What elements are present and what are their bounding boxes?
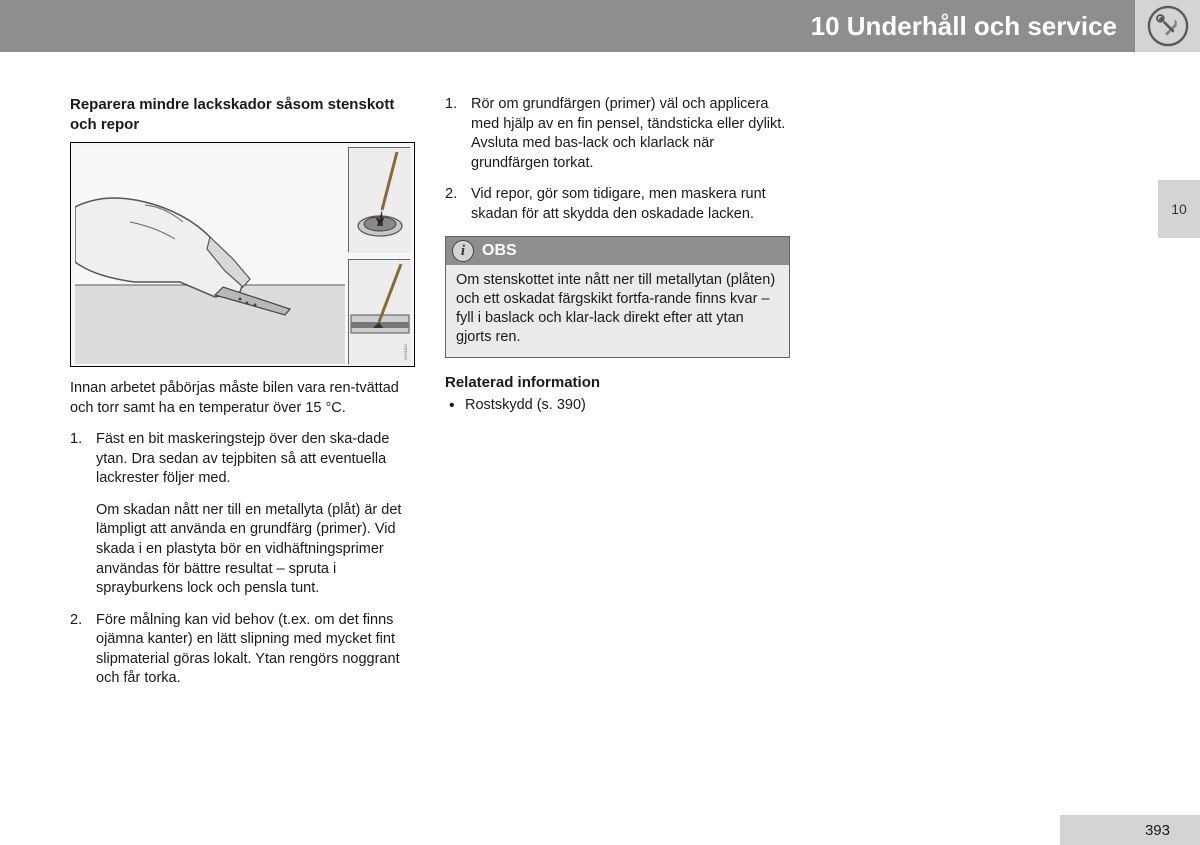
side-tab: 10 (1158, 180, 1200, 238)
footer: 393 (0, 815, 1200, 845)
step-4: Vid repor, gör som tidigare, men maskera… (445, 185, 790, 224)
step-2: Före målning kan vid behov (t.ex. om det… (70, 611, 415, 689)
chapter-number: 10 (811, 11, 840, 41)
figure-inset-2: G021832 (348, 259, 410, 364)
page-number-box: 393 (1060, 815, 1200, 845)
chapter-title-text: Underhåll och service (847, 11, 1117, 41)
step-3-text: Rör om grundfärgen (primer) väl och appl… (471, 96, 785, 171)
wrench-icon (1147, 5, 1189, 47)
instruction-figure: G021832 (70, 142, 415, 367)
page-number: 393 (1145, 822, 1170, 839)
note-header: i OBS (446, 237, 789, 265)
step-2-text: Före målning kan vid behov (t.ex. om det… (96, 612, 400, 687)
related-list: Rostskydd (s. 390) (445, 395, 790, 415)
steps-list-1: Fäst en bit maskeringstejp över den ska-… (70, 430, 415, 689)
column-2: Rör om grundfärgen (primer) väl och appl… (445, 95, 790, 701)
related-heading: Relaterad information (445, 374, 790, 391)
note-title: OBS (482, 242, 517, 260)
info-icon: i (452, 240, 474, 262)
side-tab-number: 10 (1171, 201, 1187, 217)
step-1-sub: Om skadan nått ner till en metallyta (pl… (96, 501, 415, 599)
figure-main-illustration (75, 147, 345, 364)
svg-text:G021832: G021832 (403, 343, 408, 360)
chapter-icon-box (1135, 0, 1200, 52)
chapter-header-bar: 10 Underhåll och service (0, 0, 1135, 52)
main-content: Reparera mindre lackskador såsom stensko… (70, 95, 790, 701)
step-4-text: Vid repor, gör som tidigare, men maskera… (471, 186, 766, 222)
figure-inset-1 (348, 147, 410, 252)
step-1: Fäst en bit maskeringstejp över den ska-… (70, 430, 415, 599)
step-1-text: Fäst en bit maskeringstejp över den ska-… (96, 431, 389, 486)
steps-list-2: Rör om grundfärgen (primer) väl och appl… (445, 95, 790, 224)
note-box: i OBS Om stenskottet inte nått ner till … (445, 236, 790, 357)
chapter-title: 10 Underhåll och service (811, 11, 1117, 42)
intro-paragraph: Innan arbetet påbörjas måste bilen vara … (70, 379, 415, 418)
column-1: Reparera mindre lackskador såsom stensko… (70, 95, 415, 701)
section-heading: Reparera mindre lackskador såsom stensko… (70, 95, 415, 134)
step-3: Rör om grundfärgen (primer) väl och appl… (445, 95, 790, 173)
note-body: Om stenskottet inte nått ner till metall… (446, 265, 789, 356)
related-item: Rostskydd (s. 390) (445, 395, 790, 415)
